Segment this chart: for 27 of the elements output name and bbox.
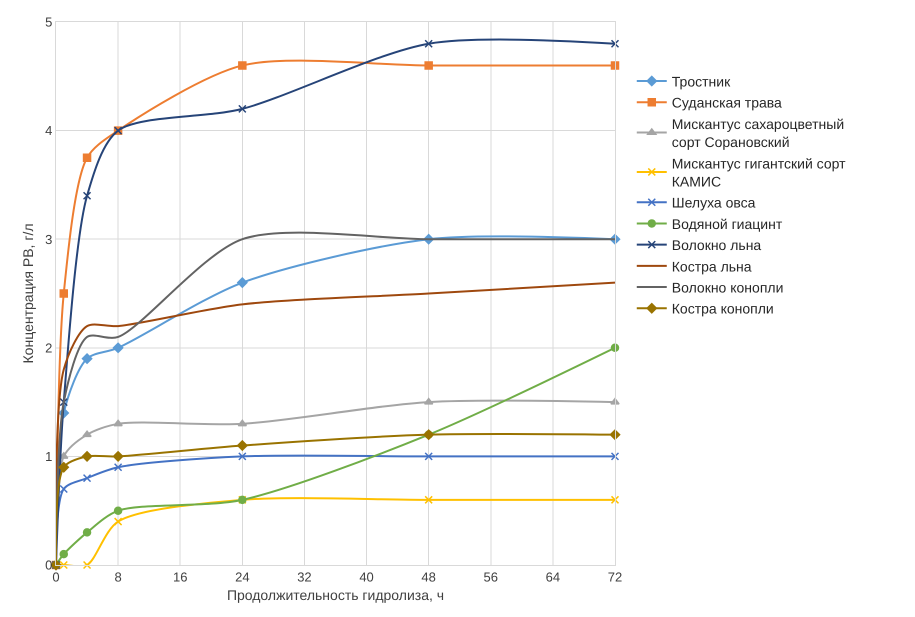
x-tick-label: 72	[608, 570, 622, 585]
y-tick-label: 5	[45, 14, 52, 30]
legend-label: Костра конопли	[672, 300, 774, 317]
x-tick-label: 24	[235, 570, 250, 585]
y-tick-label: 1	[45, 448, 52, 464]
x-tick-label: 8	[114, 570, 122, 585]
x-tick-label: 64	[546, 570, 560, 585]
legend-label: Волокно льна	[672, 237, 762, 254]
y-tick-label: 3	[45, 232, 52, 247]
x-tick-label: 48	[421, 570, 436, 585]
y-tick-label: 0	[45, 558, 52, 573]
x-tick-label: 32	[297, 570, 312, 585]
y-tick-label: 2	[45, 340, 52, 356]
y-axis-title: Концентрация РВ, г/л	[20, 224, 36, 364]
x-axis-title: Продолжительность гидролиза, ч	[226, 586, 444, 603]
x-tick-label: 56	[484, 570, 498, 585]
legend-label: Волокно конопли	[672, 280, 784, 296]
legend-label: Суданская трава	[672, 94, 782, 111]
legend-label: Водяной гиацинт	[672, 216, 783, 232]
legend-label: Мискантус гигантский сорт КАМИС	[672, 155, 846, 190]
x-tick-label: 40	[359, 570, 374, 585]
legend-label: Мискантус сахароцветный сорт Сорановский	[672, 116, 844, 150]
y-tick-label: 4	[45, 123, 52, 138]
legend-label: Шелуха овса	[672, 194, 756, 211]
legend-label: Костра льна	[672, 258, 752, 274]
x-tick-label: 16	[172, 570, 188, 585]
legend-label: Тростник	[672, 74, 732, 90]
